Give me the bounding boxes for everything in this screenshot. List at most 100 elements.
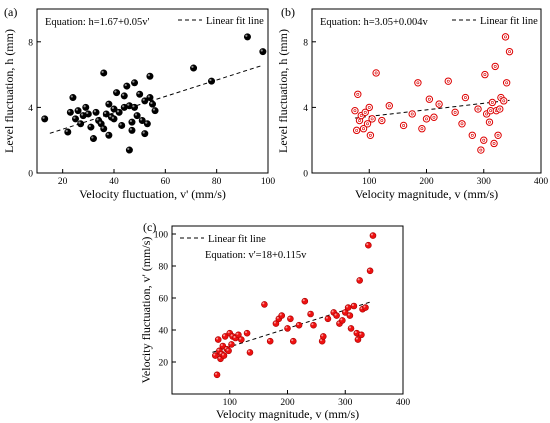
plot-c-y-axis-label: Velocity fluctuation, v' (mm/s) <box>139 237 153 384</box>
plot-a-data-point <box>243 33 251 41</box>
plot-a-data-point-highlight <box>101 70 104 73</box>
plot-a-data-point <box>115 108 123 116</box>
plot-a-data-point-highlight <box>147 95 150 98</box>
plot-c-data-point-highlight <box>217 348 220 351</box>
plot-c-legend-label: Linear fit line <box>208 234 266 245</box>
plot-a-data-point-highlight <box>145 121 148 124</box>
plot-c-x-tick-label: 400 <box>396 398 411 408</box>
plot-b-data-point-inner <box>362 127 365 131</box>
plot-c-data-point <box>238 336 245 343</box>
plot-a-data-point-highlight <box>111 106 114 110</box>
plot-c-data-point-highlight <box>213 353 216 356</box>
plot-c-data-point-highlight <box>347 313 350 316</box>
plot-a-data-point <box>113 89 121 97</box>
plot-c-data-point <box>362 304 369 311</box>
plot-c-data-point <box>339 317 346 324</box>
plot-c-data-point <box>284 325 291 332</box>
plot-c-data-point-highlight <box>357 278 360 281</box>
plot-b-data-point <box>385 102 393 110</box>
plot-c-equation: Equation: v'=18+0.115v <box>205 250 307 261</box>
plot-c-data-point-highlight <box>359 332 362 335</box>
plot-b-data-point-inner <box>505 81 509 85</box>
plot-a-data-point <box>143 120 151 128</box>
plot-b-data-point-inner <box>488 120 491 124</box>
plot-a-data-point <box>123 82 131 90</box>
plot-b-data-point-inner <box>363 110 367 114</box>
plot-b-data-point-inner <box>460 122 464 126</box>
plot-b-data-point-inner <box>504 35 507 39</box>
plot-a-data-point-highlight <box>70 95 73 98</box>
plot-b-data-point-inner <box>498 107 502 111</box>
plot-b-data-point-inner <box>470 133 474 137</box>
plot-b-data-point-inner <box>380 119 384 122</box>
plot-c-data-point-highlight <box>360 307 363 310</box>
plot-b-y-tick-label: 0 <box>303 170 308 180</box>
plot-b-data-point-inner <box>368 133 372 137</box>
plot-a-y-tick-label: 4 <box>28 104 33 114</box>
plot-b-data-point <box>485 118 494 126</box>
plot-c-data-point-highlight <box>367 268 371 271</box>
plot-c-data-point <box>310 321 317 329</box>
plot-a-data-point-highlight <box>83 105 86 108</box>
plot-c-data-point-highlight <box>302 299 305 302</box>
plot-b-data-point <box>494 131 502 139</box>
panel-b-label: (b) <box>281 5 295 19</box>
plot-a-x-tick-label: 40 <box>109 177 119 187</box>
plot-b-data-point-inner <box>490 101 494 104</box>
panel-c-label: (c) <box>143 220 156 234</box>
plot-b-data-point <box>366 131 375 139</box>
plot-a-data-point-highlight <box>80 113 84 116</box>
plot-b-data-point <box>502 79 511 87</box>
plot-c-data-point-highlight <box>334 313 337 316</box>
plot-c-data-point-highlight <box>230 334 233 337</box>
plot-a-data-point <box>100 69 108 77</box>
plot-a-x-axis-label: Velocity fluctuation, v' (mm/s) <box>79 187 226 201</box>
plot-a-data-point-highlight <box>132 80 135 83</box>
plot-a-data-point-highlight <box>116 110 120 113</box>
plot-c-ticks: 100 200 300 400 20 40 60 80 100 <box>154 231 411 409</box>
plot-c-data-point <box>278 312 286 319</box>
plot-c-data-point <box>350 302 358 310</box>
plot-b-data-point-inner <box>358 119 361 122</box>
plot-b-data-point <box>425 95 434 103</box>
plot-a-frame <box>36 8 269 174</box>
plot-c-data-point-highlight <box>288 316 291 319</box>
plot-c-data-point-highlight <box>311 323 314 326</box>
plot-a-data-point-highlight <box>122 105 125 108</box>
plot-a-data-point <box>105 100 113 108</box>
plot-a-data-point-highlight <box>129 119 132 123</box>
plot-a-fit-line <box>49 64 264 134</box>
plot-a-data-point <box>89 135 97 143</box>
plot-b-data-point <box>363 120 372 128</box>
plot-b-data-point <box>414 79 422 87</box>
plot-c-data-point-highlight <box>366 243 369 246</box>
plot-a-data-point <box>141 130 149 138</box>
plot-c-data-point-highlight <box>285 326 288 329</box>
plot-c-data-point <box>369 232 377 239</box>
plot-a-data-point-highlight <box>147 74 150 77</box>
plot-c-data-point-highlight <box>268 339 271 342</box>
panel-c: (c) 100 200 300 400 20 40 60 80 100 Linear fit l… <box>139 220 410 421</box>
plot-a-data-point-highlight <box>86 111 89 114</box>
plot-a-data-point <box>84 110 92 118</box>
plot-c-data-point-highlight <box>346 305 349 308</box>
plot-a-data-point <box>136 90 144 98</box>
plot-b-data-point-inner <box>367 105 371 109</box>
plot-a-data-point <box>41 115 49 123</box>
plot-c-data-point-highlight <box>239 337 242 340</box>
plot-b-data-point <box>461 93 470 102</box>
plot-b-data-point <box>368 115 376 123</box>
plot-b-ticks: 100 200 300 400 0 4 8 <box>303 38 548 187</box>
plot-c-data-point-highlight <box>218 356 221 359</box>
plot-b-y-tick-label: 8 <box>303 38 308 48</box>
plot-c-data-point <box>225 347 232 355</box>
plot-b-data-point-inner <box>508 50 511 54</box>
plot-c-data-point <box>366 267 374 275</box>
plot-a-data-point <box>208 77 216 85</box>
plot-a-data-point-highlight <box>106 133 109 136</box>
plot-b-data-point <box>399 121 408 130</box>
plot-a-data-point-highlight <box>150 101 153 105</box>
plot-b-data-point <box>500 97 508 105</box>
plot-b-data-point <box>501 33 510 41</box>
plot-a-data-point-highlight <box>139 118 143 121</box>
